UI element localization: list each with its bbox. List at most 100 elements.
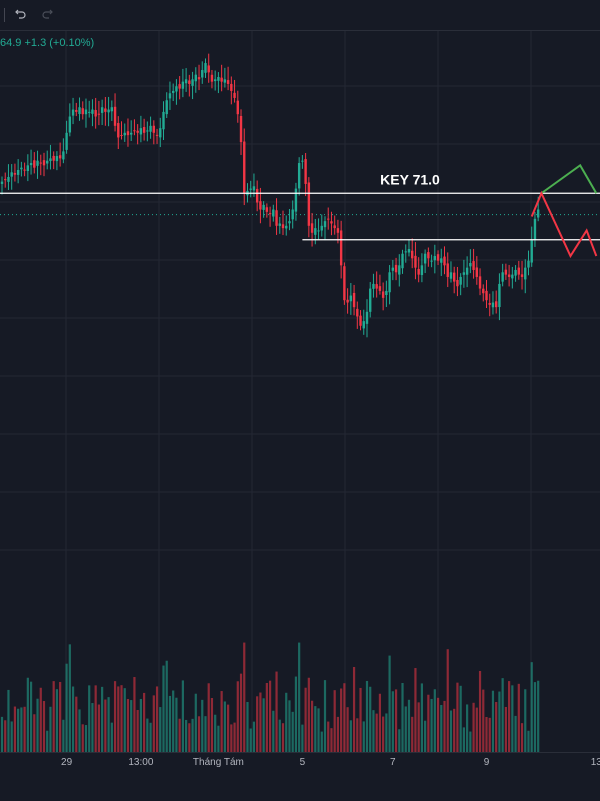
candle-body	[52, 155, 55, 161]
volume-bar	[175, 697, 178, 752]
candle-body	[381, 291, 385, 298]
volume-bar	[126, 699, 130, 752]
candle-body	[39, 162, 42, 164]
candle-body	[488, 303, 491, 305]
candle-body	[233, 92, 236, 98]
volume-bar	[411, 716, 414, 752]
candle-body	[239, 116, 243, 143]
volume-bar	[36, 698, 39, 752]
volume-bar	[110, 722, 113, 752]
x-tick-label: 9	[483, 757, 490, 768]
candle-body	[268, 213, 272, 215]
time-axis[interactable]: 29 13:00 Tháng Tám 5 7 9 13	[0, 752, 600, 801]
volume-bar	[149, 722, 152, 752]
candle-body	[362, 321, 365, 329]
volume-bar	[59, 681, 62, 752]
candle-body	[333, 225, 336, 229]
candle-body	[146, 130, 149, 132]
volume-bar	[68, 644, 71, 752]
candle-body	[475, 267, 479, 277]
candle-body	[459, 276, 462, 285]
candle-body	[23, 169, 26, 171]
volume-bar	[407, 699, 411, 752]
volume-bar	[466, 704, 469, 752]
volume-bar	[433, 689, 436, 752]
volume-bar	[136, 710, 139, 752]
volume-bar	[33, 714, 36, 752]
volume-bar	[388, 655, 391, 752]
candle-body	[469, 263, 472, 267]
candle-body	[530, 239, 533, 263]
volume-bar	[20, 707, 23, 752]
candle-body	[104, 108, 107, 112]
candle-body	[20, 167, 23, 170]
volume-bar	[514, 715, 517, 752]
redo-button[interactable]	[39, 6, 57, 24]
top-toolbar	[0, 0, 600, 31]
candle-body	[81, 108, 84, 115]
candle-body	[213, 79, 217, 82]
candle-body	[449, 272, 453, 279]
candle-body	[162, 111, 165, 130]
key-level-label: KEY 71.0	[380, 171, 440, 187]
candle-body	[10, 172, 13, 177]
volume-bar	[417, 702, 420, 752]
candle-body	[504, 269, 508, 275]
volume-bar	[504, 706, 507, 752]
x-tick-label: 13	[590, 757, 600, 768]
volume-bar	[482, 689, 485, 752]
volume-bar	[39, 687, 42, 752]
candle-body	[294, 188, 298, 212]
volume-bar	[391, 691, 394, 752]
candle-body	[7, 176, 10, 182]
undo-button[interactable]	[11, 6, 29, 24]
candle-body	[168, 93, 172, 99]
candle-body	[524, 267, 527, 280]
volume-bar	[52, 681, 55, 752]
candle-body	[375, 284, 378, 289]
volume-bar	[88, 685, 91, 752]
volume-bar	[107, 697, 110, 752]
volume-bar	[304, 687, 307, 752]
candle-body	[285, 225, 288, 229]
candle-body	[511, 274, 514, 279]
candle-body	[404, 251, 407, 253]
candle-body	[272, 209, 275, 217]
volume-bar	[501, 678, 504, 752]
volume-bar	[71, 686, 75, 752]
volume-bar	[310, 700, 314, 752]
candle-body	[346, 299, 349, 303]
candle-body	[436, 254, 440, 261]
candle-body	[65, 132, 68, 150]
candle-body	[317, 230, 320, 232]
volume-bar	[298, 642, 301, 752]
candle-body	[33, 160, 36, 168]
volume-bar	[97, 704, 100, 752]
volume-bar	[120, 685, 123, 752]
volume-bar	[123, 688, 126, 752]
candle-body	[407, 249, 411, 253]
volume-bar	[223, 701, 226, 752]
candle-body	[120, 135, 123, 137]
candle-body	[378, 286, 382, 291]
candle-body	[220, 77, 223, 82]
volume-bar	[185, 719, 188, 752]
volume-bar	[469, 731, 472, 752]
volume-bar	[446, 649, 449, 752]
candle-body	[126, 131, 130, 136]
candle-body	[423, 253, 427, 264]
volume-bar	[440, 705, 443, 752]
price-chart[interactable]: KEY 71.0	[0, 31, 600, 752]
candle-body	[133, 130, 136, 132]
volume-bar	[349, 720, 352, 752]
undo-icon	[15, 9, 26, 19]
candle-body	[301, 160, 304, 162]
volume-bar	[365, 680, 369, 752]
candle-body	[152, 125, 156, 133]
candle-body	[465, 267, 469, 275]
redo-icon	[42, 9, 53, 19]
candle-body	[252, 186, 256, 191]
candle-body	[16, 170, 20, 175]
x-tick-label: 29	[61, 757, 73, 768]
